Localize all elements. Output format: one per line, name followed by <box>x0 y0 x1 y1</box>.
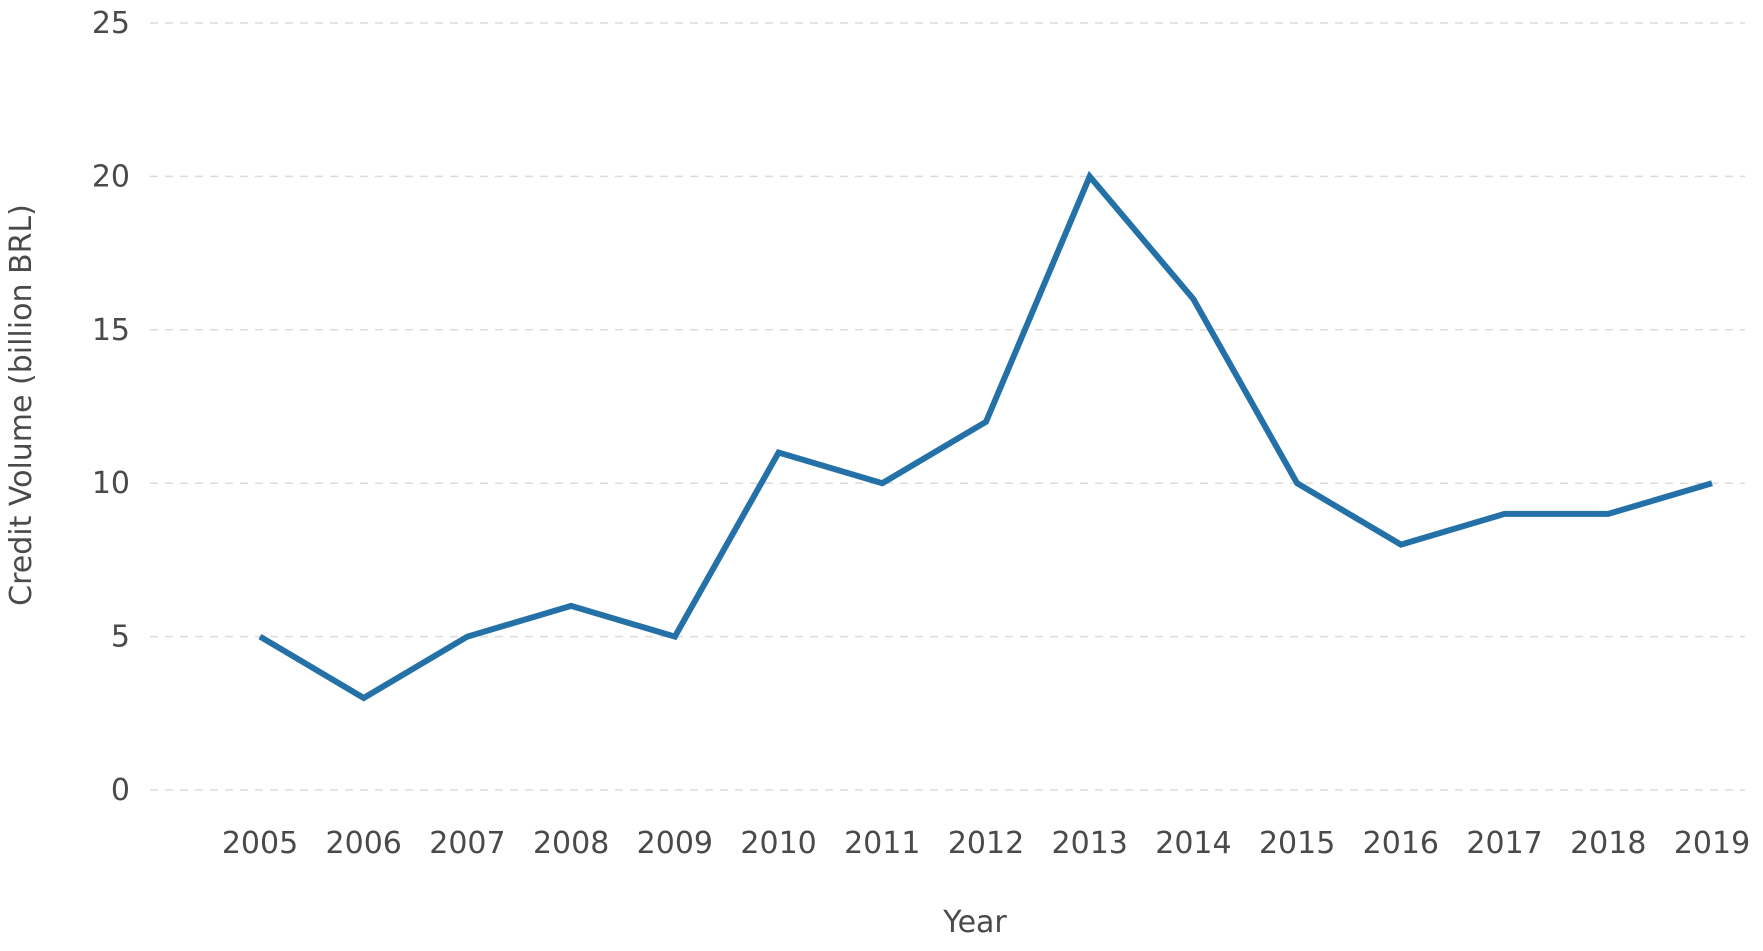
series-line <box>258 170 1713 702</box>
x-tick-label: 2013 <box>1052 826 1128 861</box>
y-axis-title: Credit Volume (billion BRL) <box>4 204 39 606</box>
x-tick-label: 2008 <box>533 826 609 861</box>
x-tick-label: 2014 <box>1155 826 1231 861</box>
x-tick-label: 2010 <box>740 826 816 861</box>
x-axis-ticks: 2005 2006 2007 2008 2009 2010 2011 2012 2013 2014… <box>222 826 1750 861</box>
x-tick-label: 2005 <box>222 826 298 861</box>
y-tick-label: 5 <box>111 620 130 655</box>
x-tick-label: 2017 <box>1466 826 1542 861</box>
x-tick-label: 2012 <box>948 826 1024 861</box>
y-axis-ticks: 0 5 10 15 20 25 <box>92 6 130 808</box>
y-tick-label: 10 <box>92 466 130 501</box>
y-tick-label: 25 <box>92 6 130 41</box>
y-tick-label: 0 <box>111 773 130 808</box>
x-tick-label: 2015 <box>1259 826 1335 861</box>
y-tick-label: 15 <box>92 313 130 348</box>
gridlines <box>150 22 1745 791</box>
x-tick-label: 2009 <box>637 826 713 861</box>
x-tick-label: 2011 <box>844 826 920 861</box>
series-layer <box>258 170 1713 702</box>
x-tick-label: 2007 <box>429 826 505 861</box>
x-tick-label: 2018 <box>1570 826 1646 861</box>
y-tick-label: 20 <box>92 159 130 194</box>
x-tick-label: 2016 <box>1363 826 1439 861</box>
x-tick-label: 2019 <box>1674 826 1750 861</box>
x-axis-title: Year <box>942 905 1007 940</box>
x-tick-label: 2006 <box>326 826 402 861</box>
